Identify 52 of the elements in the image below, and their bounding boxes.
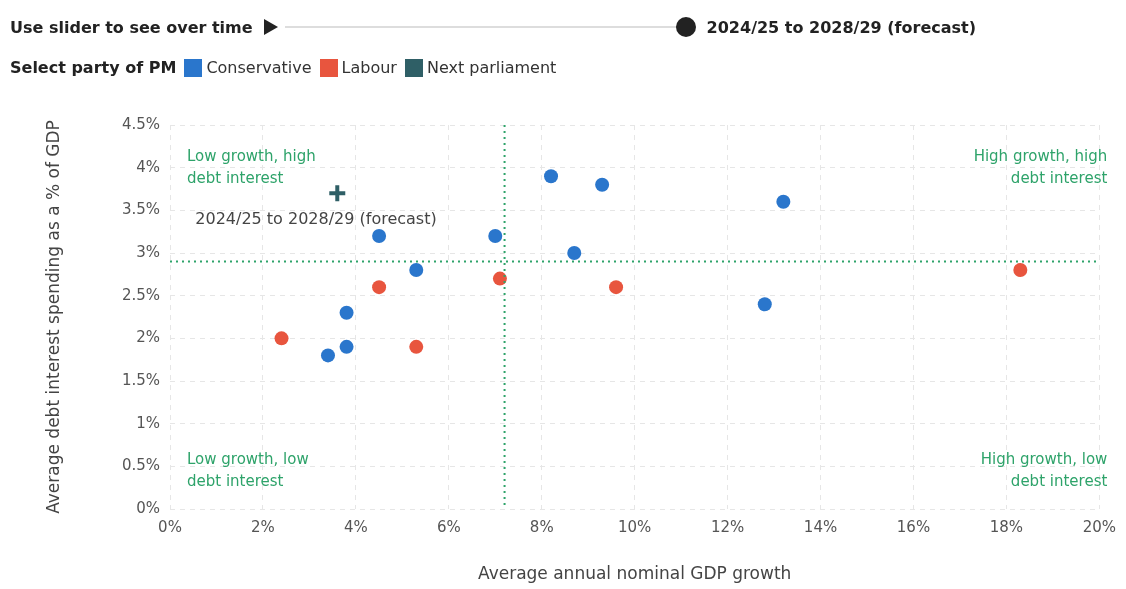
y-tick-label: 1% xyxy=(136,413,160,432)
x-tick-label: 10% xyxy=(617,517,652,536)
y-tick-label: 3% xyxy=(136,242,160,261)
y-tick-label: 4% xyxy=(136,157,160,176)
y-tick-label: 4.5% xyxy=(121,114,160,133)
point xyxy=(544,169,559,184)
y-tick-label: 1.5% xyxy=(121,370,160,389)
text: 2024/25 to 2028/29 (forecast) xyxy=(706,17,976,37)
x-axis-title: Average annual nominal GDP growth xyxy=(477,563,792,584)
legend-label: Next parliament xyxy=(426,58,557,77)
annotation: High growth, high debt interest xyxy=(973,146,1108,187)
point xyxy=(609,280,624,295)
x-tick-label: 14% xyxy=(803,517,838,536)
point xyxy=(327,183,348,204)
point xyxy=(1013,263,1028,278)
legend-label: Conservative xyxy=(206,58,312,77)
point xyxy=(339,305,354,320)
x-tick-label: 18% xyxy=(989,517,1024,536)
point xyxy=(274,331,289,346)
x-tick-label: 12% xyxy=(710,517,745,536)
x-tick-label: 4% xyxy=(343,517,368,536)
point xyxy=(372,228,387,243)
y-tick-label: 3.5% xyxy=(121,200,160,219)
legend-title: Select party of PM xyxy=(10,58,177,77)
legend-label: Labour xyxy=(341,58,397,77)
point xyxy=(492,271,507,286)
point xyxy=(320,348,335,363)
point xyxy=(409,263,424,278)
x-tick-label: 6% xyxy=(436,517,461,536)
point xyxy=(339,339,354,354)
x-tick-label: 0% xyxy=(158,517,182,536)
annotation: High growth, low debt interest xyxy=(980,449,1108,490)
y-tick-label: 2% xyxy=(136,328,160,347)
x-tick-label: 8% xyxy=(529,517,554,536)
annotation: Low growth, high debt interest xyxy=(187,146,316,187)
annotation: Low growth, low debt interest xyxy=(187,449,309,490)
text: Use slider to see over time xyxy=(10,17,253,37)
y-tick-label: 0.5% xyxy=(121,456,160,475)
point xyxy=(595,177,610,192)
y-axis-title: Average debt interest spending as a % of GDP xyxy=(42,120,63,514)
y-tick-label: 0% xyxy=(136,498,160,517)
point xyxy=(488,228,503,243)
point xyxy=(372,280,387,295)
point xyxy=(776,194,791,209)
annotation: 2024/25 to 2028/29 (forecast) xyxy=(195,209,437,229)
x-tick-label: 16% xyxy=(896,517,931,536)
point xyxy=(567,246,582,260)
point xyxy=(757,297,772,312)
x-tick-label: 20% xyxy=(1082,517,1116,536)
x-tick-label: 2% xyxy=(251,517,275,536)
point xyxy=(409,339,424,354)
y-tick-label: 2.5% xyxy=(121,285,160,304)
